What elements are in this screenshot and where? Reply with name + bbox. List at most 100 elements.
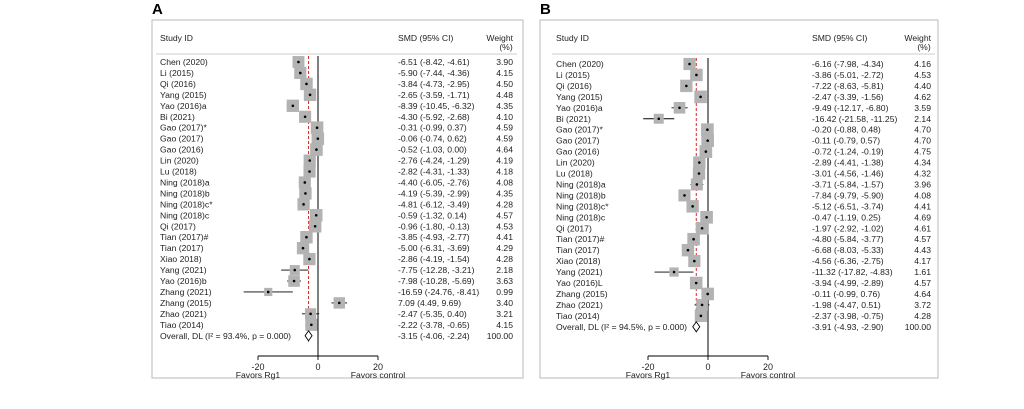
study-ci-text: -0.52 (-1.03, 0.00)	[398, 145, 467, 155]
study-ci-text: -2.86 (-4.19, -1.54)	[398, 254, 470, 264]
study-point	[694, 281, 698, 285]
study-point	[704, 150, 708, 153]
study-ci-text: -16.42 (-21.58, -11.25)	[812, 114, 897, 124]
study-label: Qi (2016)	[160, 79, 196, 89]
study-label: Lu (2018)	[556, 169, 593, 179]
study-label: Yao (2016)a	[556, 103, 603, 113]
overall-ci-text: -3.15 (-4.06, -2.24)	[398, 331, 470, 341]
study-weight: 4.41	[496, 232, 513, 242]
header-weight: Weight	[486, 33, 513, 43]
study-ci-text: -3.84 (-4.73, -2.95)	[398, 79, 470, 89]
study-point	[293, 268, 297, 272]
study-ci-text: -3.86 (-5.01, -2.72)	[812, 70, 884, 80]
study-point	[309, 312, 312, 316]
study-ci-text: -2.82 (-4.31, -1.33)	[398, 167, 470, 177]
study-label: Ning (2018)a	[160, 177, 210, 187]
study-weight: 3.96	[914, 179, 931, 189]
study-point	[301, 246, 305, 250]
study-ci-text: -7.98 (-10.28, -5.69)	[398, 276, 475, 286]
study-weight: 4.16	[914, 59, 931, 69]
study-label: Lin (2020)	[556, 158, 595, 168]
study-point	[706, 292, 709, 296]
study-label: Gao (2017)	[160, 134, 204, 144]
overall-ci-text: -3.91 (-4.93, -2.90)	[812, 322, 884, 332]
study-ci-text: -0.96 (-1.80, -0.13)	[398, 221, 470, 231]
study-label: Tian (2017)#	[556, 234, 605, 244]
overall-weight: 100.00	[905, 322, 932, 332]
study-ci-text: -4.80 (-5.84, -3.77)	[812, 234, 884, 244]
study-label: Qi (2017)	[160, 221, 196, 231]
study-point	[305, 235, 308, 239]
study-weight: 4.28	[914, 311, 931, 321]
study-ci-text: -5.12 (-6.51, -3.74)	[812, 201, 884, 211]
header-study-id: Study ID	[160, 33, 193, 43]
study-label: Xiao (2018)	[556, 256, 601, 266]
study-label: Ning (2018)c	[556, 212, 606, 222]
x-tick-label: 20	[373, 362, 383, 372]
study-weight: 4.28	[496, 199, 513, 209]
study-point	[308, 170, 311, 173]
favors-left-label: Favors Rg1	[236, 370, 281, 380]
header-weight: Weight	[904, 33, 931, 43]
study-weight: 4.64	[914, 289, 931, 299]
study-label: Bi (2021)	[556, 114, 591, 124]
study-point	[303, 115, 307, 119]
study-ci-text: -4.56 (-6.36, -2.75)	[812, 256, 884, 266]
study-ci-text: -3.85 (-4.93, -2.77)	[398, 232, 470, 242]
overall-label: Overall, DL (I² = 93.4%, p = 0.000)	[160, 331, 291, 341]
study-ci-text: -1.97 (-2.92, -1.02)	[812, 223, 884, 233]
study-ci-text: -2.37 (-3.98, -0.75)	[812, 311, 884, 321]
study-label: Zhang (2015)	[160, 298, 212, 308]
study-ci-text: -16.59 (-24.76, -8.41)	[398, 287, 479, 297]
study-label: Yang (2021)	[556, 267, 603, 277]
study-point	[705, 216, 708, 219]
study-ci-text: -7.84 (-9.79, -5.90)	[812, 190, 884, 200]
study-point	[692, 237, 695, 241]
study-weight: 4.57	[914, 278, 931, 288]
favors-right-label: Favors control	[741, 370, 796, 380]
study-point	[303, 181, 307, 184]
x-tick-label: -20	[251, 362, 264, 372]
study-label: Yao (2016)b	[160, 276, 207, 286]
study-ci-text: 7.09 (4.49, 9.69)	[398, 298, 461, 308]
study-point	[695, 183, 699, 186]
study-point	[657, 117, 661, 121]
study-point	[292, 279, 296, 283]
panel-b-letter: B	[540, 1, 551, 18]
study-label: Bi (2021)	[160, 112, 195, 122]
study-ci-text: -5.90 (-7.44, -4.36)	[398, 68, 470, 78]
favors-right-label: Favors control	[351, 370, 406, 380]
study-weight: 4.35	[496, 188, 513, 198]
study-weight: 4.10	[496, 112, 513, 122]
study-label: Gao (2017)*	[160, 123, 207, 133]
study-weight: 4.08	[496, 177, 513, 187]
study-weight: 2.14	[914, 114, 931, 124]
study-label: Yang (2021)	[160, 265, 207, 275]
study-point	[291, 104, 295, 108]
study-point	[315, 126, 319, 129]
study-label: Ning (2018)c	[160, 210, 210, 220]
study-label: Qi (2017)	[556, 223, 592, 233]
study-ci-text: -11.32 (-17.82, -4.83)	[812, 267, 893, 277]
study-point	[691, 205, 694, 208]
overall-diamond	[304, 329, 313, 342]
study-weight: 4.32	[914, 169, 931, 179]
study-point	[308, 159, 312, 162]
study-weight: 4.17	[914, 256, 931, 266]
study-label: Xiao 2018)	[160, 254, 202, 264]
study-point	[683, 194, 686, 197]
study-label: Chen (2020)	[556, 59, 604, 69]
study-weight: 4.53	[496, 221, 513, 231]
study-ci-text: -3.94 (-4.99, -2.89)	[812, 278, 884, 288]
study-ci-text: -4.30 (-5.92, -2.68)	[398, 112, 470, 122]
study-label: Lu (2018)	[160, 167, 197, 177]
study-label: Gao (2016)	[556, 147, 600, 157]
study-weight: 4.62	[914, 92, 931, 102]
study-weight: 4.50	[496, 79, 513, 89]
study-weight: 2.18	[496, 265, 513, 275]
study-point	[698, 161, 701, 164]
overall-diamond	[692, 321, 701, 333]
x-tick-label: 20	[763, 362, 773, 372]
header-smd-ci: SMD (95% CI)	[812, 33, 868, 43]
